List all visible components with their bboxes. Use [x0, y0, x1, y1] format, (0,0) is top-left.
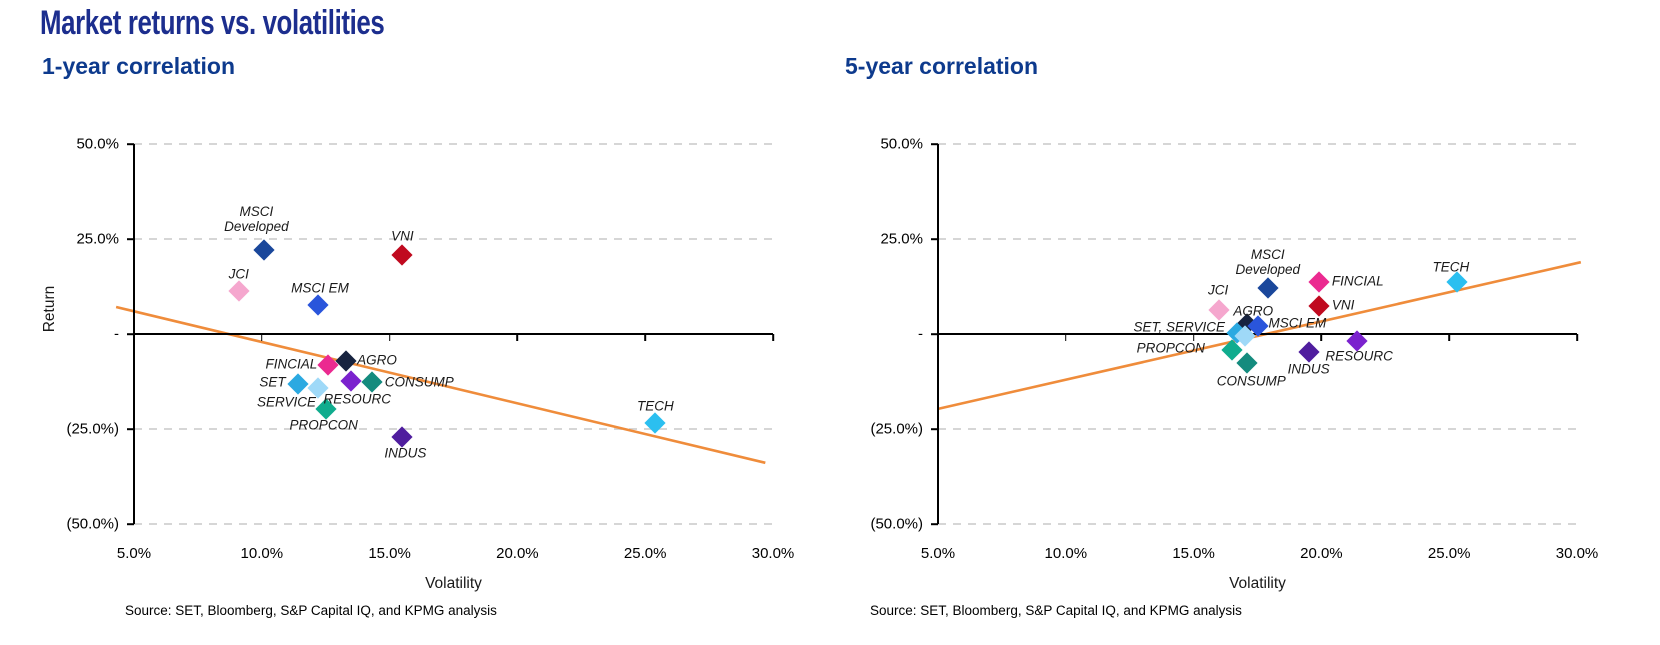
y-tick-50: [127, 143, 134, 145]
gridline-50: [938, 143, 1577, 145]
y-tick-label--50: (50.0%): [870, 515, 923, 533]
point-label-agro: AGRO: [357, 352, 397, 368]
x-tick-30: [1576, 334, 1578, 341]
y-tick-0: [127, 333, 134, 335]
point-label-resourc: RESOURC: [1325, 348, 1393, 364]
gridline--25: [134, 428, 773, 430]
x-tick-25: [644, 334, 646, 341]
x-axis-line: [134, 333, 773, 335]
point-label-set: SET, SERVICE: [1133, 319, 1226, 335]
point-label-resourc: RESOURC: [323, 391, 392, 407]
point-label-set: SET: [259, 374, 286, 390]
page-title: Market returns vs. volatilities: [40, 4, 385, 42]
y-tick--25: [931, 428, 938, 430]
chart-title-5-year-correlation: 5-year correlation: [845, 53, 1039, 79]
x-axis-title: Volatility: [425, 575, 482, 592]
point-label-fincial: FINCIAL: [1331, 273, 1384, 289]
y-tick-label-25: 25.0%: [76, 230, 119, 248]
source-note-right: Source: SET, Bloomberg, S&P Capital IQ, …: [870, 603, 1242, 618]
y-tick--25: [127, 428, 134, 430]
x-tick-20: [516, 334, 519, 341]
point-label-propcon: PROPCON: [289, 417, 358, 433]
gridline--25: [938, 428, 1577, 430]
point-label-fincial: FINCIAL: [265, 356, 318, 372]
x-tick-15: [1192, 334, 1195, 341]
x-tick-label-10: 10.0%: [1044, 545, 1088, 562]
point-label-vni: VNI: [1331, 297, 1355, 313]
y-tick-25: [931, 238, 938, 240]
x-tick-label-5: 5.0%: [116, 545, 152, 562]
trendline: [937, 260, 1582, 411]
gridline-50: [134, 143, 773, 145]
trendline-segment: [937, 260, 1582, 411]
point-label-agro: AGRO: [1233, 303, 1274, 319]
x-tick-10: [261, 334, 263, 341]
y-tick--50: [127, 523, 134, 525]
point-label-msci-developed: MSCI Developed: [224, 204, 289, 235]
gridline-25: [938, 238, 1577, 240]
y-tick--50: [931, 523, 938, 525]
y-tick-label--25: (25.0%): [66, 420, 119, 438]
x-tick-10: [1065, 334, 1067, 341]
y-axis-title: Return: [41, 285, 58, 333]
point-label-consump: CONSUMP: [384, 374, 454, 390]
point-label-msci-developed: MSCI Developed: [1235, 247, 1300, 278]
x-tick-label-10: 10.0%: [240, 545, 284, 562]
chart-title-1-year-correlation: 1-year correlation: [42, 53, 236, 79]
point-label-tech: TECH: [1432, 259, 1470, 275]
x-tick-30: [772, 334, 774, 341]
point-label-indus: INDUS: [384, 445, 427, 461]
x-tick-label-5: 5.0%: [920, 545, 956, 562]
y-tick-label-25: 25.0%: [880, 230, 923, 248]
point-label-msci-em: MSCI EM: [291, 280, 349, 296]
point-label-vni: VNI: [391, 228, 414, 244]
trendline: [115, 305, 766, 465]
y-tick-label--50: (50.0%): [66, 515, 119, 533]
x-tick-label-20: 20.0%: [496, 545, 539, 562]
y-tick-50: [931, 143, 938, 145]
y-tick-25: [127, 238, 134, 240]
scatter-chart-5-year-correlation: 5.0% 10.0% 15.0% 20.0% 25.0% 30.0% 50.0% 25.0% -…: [870, 136, 1598, 593]
x-axis-title: Volatility: [1229, 575, 1286, 592]
y-tick-label-0: -: [114, 325, 119, 343]
x-tick-label-30: 30.0%: [751, 545, 795, 562]
y-tick-label--25: (25.0%): [870, 420, 923, 438]
gridline--50: [134, 523, 773, 525]
point-label-msci-em: MSCI EM: [1268, 315, 1327, 331]
gridline--50: [938, 523, 1577, 525]
y-tick-label-50: 50.0%: [880, 135, 923, 153]
source-note-left: Source: SET, Bloomberg, S&P Capital IQ, …: [125, 603, 497, 618]
x-tick-label-30: 30.0%: [1555, 545, 1599, 562]
x-tick-label-15: 15.0%: [1172, 545, 1215, 562]
x-tick-label-25: 25.0%: [623, 545, 667, 562]
y-tick-0: [931, 333, 938, 335]
trendline-segment: [115, 305, 766, 465]
x-tick-label-15: 15.0%: [368, 545, 411, 562]
y-tick-label-0: -: [918, 325, 923, 343]
x-tick-15: [388, 334, 391, 341]
point-label-propcon: PROPCON: [1136, 340, 1205, 356]
y-tick-label-50: 50.0%: [76, 135, 119, 153]
point-label-jci: JCI: [1208, 282, 1229, 298]
gridline-25: [134, 238, 773, 240]
y-axis-line: [133, 144, 135, 524]
point-label-indus: INDUS: [1287, 361, 1330, 377]
y-axis-line: [937, 144, 939, 524]
point-label-consump: CONSUMP: [1216, 373, 1286, 389]
x-tick-25: [1448, 334, 1450, 341]
x-tick-label-20: 20.0%: [1300, 545, 1343, 562]
point-label-tech: TECH: [637, 398, 674, 414]
scatter-chart-1-year-correlation: 5.0% 10.0% 15.0% 20.0% 25.0% 30.0% 50.0% 25.0% -…: [41, 136, 794, 593]
x-tick-20: [1320, 334, 1323, 341]
point-label-jci: JCI: [228, 266, 249, 282]
point-label-service: SERVICE: [257, 394, 317, 410]
x-tick-label-25: 25.0%: [1427, 545, 1471, 562]
